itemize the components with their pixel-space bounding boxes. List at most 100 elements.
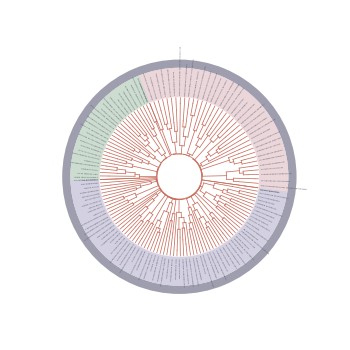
Text: Salmonella typhimurium: Salmonella typhimurium [74, 150, 100, 158]
Text: Dictyostelium discoideum: Dictyostelium discoideum [161, 257, 167, 286]
Text: Halobacterium sp.: Halobacterium sp. [260, 188, 280, 191]
Text: Entamoeba histolytica: Entamoeba histolytica [157, 257, 163, 281]
Text: Strongylocentrotus purpuratus: Strongylocentrotus purpuratus [204, 254, 216, 287]
Text: Synechocystis sp. PCC 6803: Synechocystis sp. PCC 6803 [80, 121, 108, 138]
Text: Leptospira interrogans: Leptospira interrogans [126, 84, 139, 106]
Text: Phytophthora infestans: Phytophthora infestans [187, 258, 190, 284]
Text: Cyanidioschyzon merolae: Cyanidioschyzon merolae [194, 257, 200, 285]
Text: Helicobacter pylori: Helicobacter pylori [77, 170, 98, 173]
Wedge shape [62, 60, 296, 294]
Text: Nanoarchaeum equitans: Nanoarchaeum equitans [255, 137, 281, 148]
Text: Archaeoglobus fulgidus: Archaeoglobus fulgidus [259, 155, 285, 161]
Text: Methanocalculus halotolerans: Methanocalculus halotolerans [198, 65, 207, 98]
Text: Lotharella globosa: Lotharella globosa [257, 201, 276, 209]
Text: Mus musculus: Mus musculus [85, 196, 100, 201]
Text: Mnemiopsis leidyi: Mnemiopsis leidyi [220, 247, 231, 265]
Text: Escherichia coli K-12: Escherichia coli K-12 [79, 147, 101, 155]
Text: Paramecium tetraurelia: Paramecium tetraurelia [144, 253, 153, 279]
Text: Macaca mulatta: Macaca mulatta [82, 193, 100, 198]
Text: Nicotiana tabacum: Nicotiana tabacum [111, 238, 126, 254]
Text: Fibrobacter succinogenes: Fibrobacter succinogenes [86, 119, 110, 134]
Text: Gloeobacter violaceus: Gloeobacter violaceus [80, 138, 104, 148]
Text: Vibrio cholerae: Vibrio cholerae [82, 166, 98, 169]
Circle shape [100, 97, 259, 257]
Text: Haloarcula marismortui: Haloarcula marismortui [244, 111, 265, 128]
Text: Rattus norvegicus: Rattus norvegicus [82, 199, 102, 206]
Text: Partenskyella glossopodia: Partenskyella glossopodia [256, 204, 283, 216]
Text: Natrialba magadii: Natrialba magadii [234, 102, 249, 118]
Text: Bigelowiella natans: Bigelowiella natans [254, 208, 275, 217]
Text: Nematostella vectensis: Nematostella vectensis [207, 253, 217, 278]
Text: Methanobacterium thermoautotrophicum: Methanobacterium thermoautotrophicum [260, 183, 307, 188]
Text: Thermococcus litoralis: Thermococcus litoralis [257, 143, 281, 152]
Text: Toxoplasma gondii: Toxoplasma gondii [138, 251, 147, 271]
Text: Amoebidium parasiticum: Amoebidium parasiticum [229, 241, 247, 264]
Text: Pyrococcus furiosus: Pyrococcus furiosus [260, 167, 282, 170]
Text: Thermotoga maritima: Thermotoga maritima [111, 95, 127, 115]
Wedge shape [139, 68, 288, 192]
Text: Halorubrum lacusprofundi: Halorubrum lacusprofundi [227, 88, 245, 112]
Text: Chlamydia trachomatis: Chlamydia trachomatis [139, 77, 149, 102]
Text: Oryza sativa: Oryza sativa [110, 233, 121, 243]
Text: Nosema apis: Nosema apis [248, 220, 260, 229]
Text: Ciona intestinalis: Ciona intestinalis [201, 255, 207, 274]
Text: Antonospora locustae: Antonospora locustae [250, 217, 271, 230]
Text: Caldivirga maquilingensis: Caldivirga maquilingensis [162, 68, 167, 96]
Text: Caenorhabditis elegans: Caenorhabditis elegans [85, 216, 108, 230]
Text: Methanoplanus limicola: Methanoplanus limicola [194, 70, 199, 97]
Text: Schizosaccharomyces pombe: Schizosaccharomyces pombe [84, 222, 112, 241]
Text: Acanthamoeba castellanii: Acanthamoeba castellanii [183, 258, 186, 287]
Text: Cryptococcus neoformans: Cryptococcus neoformans [234, 236, 255, 259]
Text: Trichoplax adhaerens: Trichoplax adhaerens [217, 248, 229, 270]
Text: Thermoplasma acidophilum: Thermoplasma acidophilum [261, 173, 292, 175]
Text: Bacteroides thetaiotaomicron: Bacteroides thetaiotaomicron [91, 104, 117, 125]
Text: Pongo pygmaeus: Pongo pygmaeus [80, 190, 99, 194]
Text: Encephalitozoon cuniculi: Encephalitozoon cuniculi [246, 223, 269, 240]
Text: Trichomonas vaginalis: Trichomonas vaginalis [153, 256, 160, 280]
Text: Haloferax volcanii: Haloferax volcanii [231, 98, 245, 114]
Text: Methanosarcina mazei: Methanosarcina mazei [246, 116, 268, 132]
Text: Trypanosoma brucei: Trypanosoma brucei [171, 258, 174, 281]
Text: Solanum tuberosum: Solanum tuberosum [117, 242, 132, 261]
Text: Guillardia theta: Guillardia theta [258, 198, 275, 204]
Text: Naegleria gruberi: Naegleria gruberi [180, 258, 181, 278]
Text: Volvox carteri: Volvox carteri [132, 248, 141, 262]
Text: Spirochaeta aurantia: Spirochaeta aurantia [131, 83, 143, 105]
Text: Reticulomyxa filosa: Reticulomyxa filosa [253, 211, 273, 222]
Text: Tetrahymena thermophila: Tetrahymena thermophila [138, 252, 150, 280]
Text: Chlorobium tepidum: Chlorobium tepidum [102, 106, 119, 122]
Text: Rickettsia prowazekii: Rickettsia prowazekii [74, 179, 98, 181]
Text: Homo sapiens: Homo sapiens [82, 179, 98, 181]
Text: Chlamydomonas reinhardtii: Chlamydomonas reinhardtii [120, 246, 138, 273]
Text: Picrophilus torridus: Picrophilus torridus [251, 128, 271, 140]
Text: Deinococcus radiodurans: Deinococcus radiodurans [105, 96, 125, 117]
Text: Batrachochytrium dendrobatidis: Batrachochytrium dendrobatidis [241, 229, 270, 253]
Text: Methanolobus tindarius: Methanolobus tindarius [211, 78, 223, 102]
Text: Rhodomonas salina: Rhodomonas salina [259, 195, 280, 200]
Text: Pyrobaculum aerophilum: Pyrobaculum aerophilum [168, 68, 172, 96]
Text: Gorilla gorilla: Gorilla gorilla [84, 186, 99, 189]
Text: Emiliania huxleyi: Emiliania huxleyi [260, 188, 279, 191]
Text: Pseudomonas aeruginosa: Pseudomonas aeruginosa [71, 160, 99, 166]
Text: Xenopus laevis: Xenopus laevis [88, 206, 104, 214]
Text: Planctomyces limnophilus: Planctomyces limnophilus [133, 76, 146, 103]
Text: Sphaeroforma arctica: Sphaeroforma arctica [226, 243, 241, 264]
Text: Methanothermobacter thermoautotrophicus: Methanothermobacter thermoautotrophicus [180, 46, 182, 95]
Text: Capsaspora owczarzaki: Capsaspora owczarzaki [223, 245, 238, 267]
Text: Saccharomyces cerevisiae: Saccharomyces cerevisiae [84, 219, 110, 236]
Text: Amphimedon queenslandica: Amphimedon queenslandica [214, 250, 228, 279]
Text: Methanoculleus marisnigri: Methanoculleus marisnigri [203, 71, 212, 99]
Text: Danio rerio: Danio rerio [93, 210, 105, 216]
Text: Neurospora crassa: Neurospora crassa [97, 225, 114, 238]
Text: Lycopersicon esculentum: Lycopersicon esculentum [110, 240, 129, 263]
Text: Trypanosoma cruzi: Trypanosoma cruzi [176, 258, 177, 279]
Text: Treponema pallidum: Treponema pallidum [119, 91, 133, 110]
Text: Leishmania major: Leishmania major [167, 258, 170, 278]
Text: Anabaena variabilis: Anabaena variabilis [81, 143, 103, 151]
Text: Methanosphaera stadtmanae: Methanosphaera stadtmanae [184, 63, 188, 96]
Text: Monosiga brevicollis: Monosiga brevicollis [211, 252, 220, 273]
Text: Pan troglodytes: Pan troglodytes [81, 182, 98, 185]
Text: Aeropyrum pernix: Aeropyrum pernix [141, 82, 149, 102]
Text: Natronobacterium gregoryi: Natronobacterium gregoryi [241, 104, 265, 124]
Text: Campylobacter jejuni: Campylobacter jejuni [74, 175, 98, 176]
